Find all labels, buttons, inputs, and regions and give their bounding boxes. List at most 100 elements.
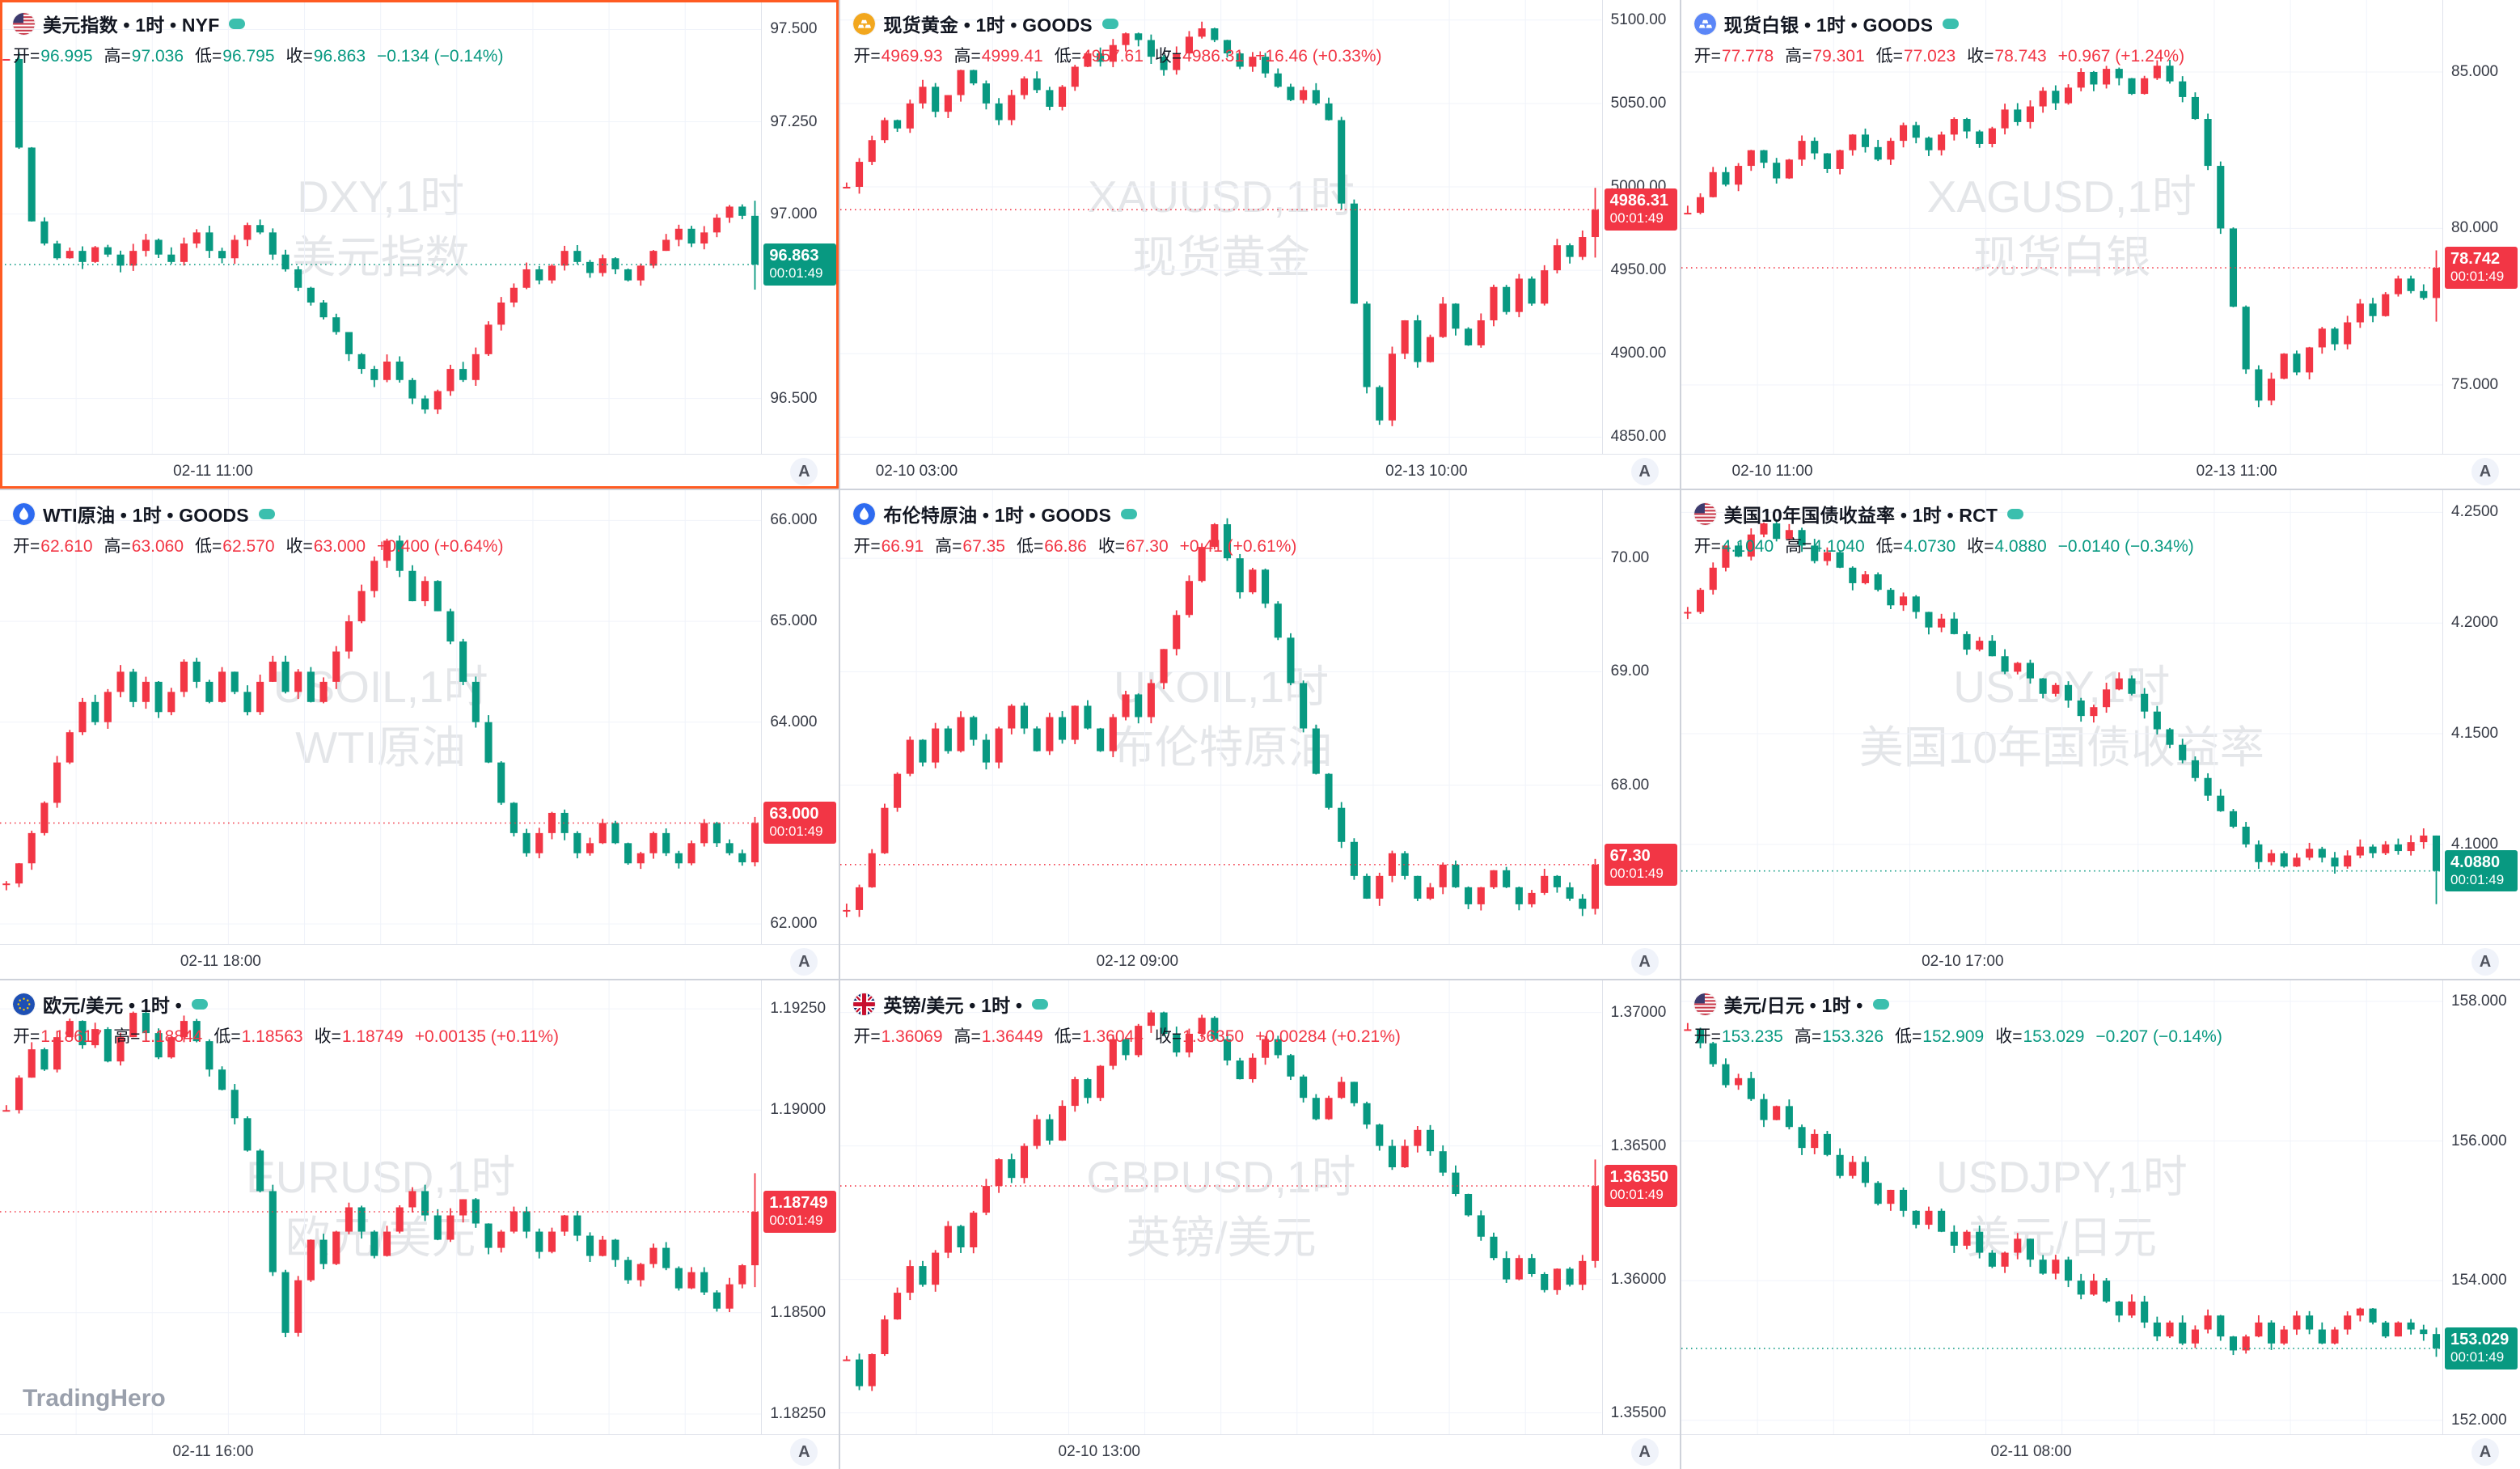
ohlc-legend: 开=96.995 高=97.036 低=96.795 收=96.863 −0.134 (… bbox=[13, 43, 503, 67]
chart-plot[interactable]: DXY,1时 美元指数 美元指数 • 1时 • NYF 开=96.995 高=97… bbox=[0, 0, 762, 454]
high-label: 高= bbox=[113, 1027, 141, 1046]
price-axis[interactable]: 67.30 00:01:49 70.00 69.00 68.00 bbox=[1601, 490, 1680, 944]
time-axis[interactable]: A 02-12 09:00 bbox=[840, 944, 1680, 979]
high-label: 高= bbox=[1794, 1027, 1822, 1046]
time-axis[interactable]: A 02-11 11:00 bbox=[0, 454, 839, 489]
close-value: 1.18749 bbox=[341, 1027, 404, 1046]
chart-plot[interactable]: USDJPY,1时 美元/日元 美元/日元 • 1时 • 开=153.235 高=… bbox=[1681, 980, 2442, 1434]
open-label: 开= bbox=[13, 537, 40, 556]
grid-lines bbox=[840, 490, 1602, 944]
candlestick-canvas[interactable] bbox=[0, 490, 762, 944]
grid-lines bbox=[0, 980, 762, 1434]
time-axis[interactable]: A 02-11 08:00 bbox=[1681, 1434, 2520, 1469]
ohlc-legend: 开=4.1040 高=4.1040 低=4.0730 收=4.0880 −0.0140 … bbox=[1694, 533, 2194, 557]
market-status-dot bbox=[258, 508, 275, 519]
price-tick: 1.37000 bbox=[1610, 1003, 1667, 1021]
time-axis[interactable]: A 02-11 16:00 bbox=[0, 1434, 839, 1469]
countdown-timer: 00:01:49 bbox=[1609, 210, 1664, 226]
auto-scale-button[interactable]: A bbox=[2471, 1438, 2499, 1466]
close-value: 63.000 bbox=[313, 537, 366, 556]
auto-scale-button[interactable]: A bbox=[790, 1438, 818, 1466]
symbol-title[interactable]: 现货黄金 • 1时 • GOODS bbox=[883, 15, 1093, 36]
chart-panel-1[interactable]: DXY,1时 美元指数 美元指数 • 1时 • NYF 开=96.995 高=97… bbox=[0, 0, 839, 489]
market-status-dot bbox=[191, 998, 208, 1010]
symbol-title[interactable]: 美国10年国债收益率 • 1时 • RCT bbox=[1723, 505, 1998, 526]
candlestick-canvas[interactable] bbox=[0, 980, 762, 1434]
chart-row: EURUSD,1时 欧元/美元 欧元/美元 • 1时 • 开=1.18617高=… bbox=[0, 980, 839, 1434]
auto-scale-button[interactable]: A bbox=[2471, 948, 2499, 976]
price-tick: 1.18250 bbox=[770, 1404, 827, 1422]
candlestick-canvas[interactable] bbox=[840, 490, 1602, 944]
legend-title-row[interactable]: 现货黄金 • 1时 • GOODS bbox=[853, 10, 1381, 37]
auto-scale-button[interactable]: A bbox=[790, 948, 818, 976]
price-axis[interactable]: 63.000 00:01:49 66.000 65.000 64.000 62.000 bbox=[761, 490, 839, 944]
price-tick: 97.250 bbox=[770, 112, 818, 130]
legend-title-row[interactable]: 欧元/美元 • 1时 • bbox=[13, 990, 559, 1018]
chart-panel-3[interactable]: XAGUSD,1时 现货白银 现货白银 • 1时 • GOODS 开=77.77… bbox=[1681, 0, 2520, 489]
legend-title-row[interactable]: 英镑/美元 • 1时 • bbox=[853, 990, 1401, 1018]
low-value: 62.570 bbox=[222, 537, 275, 556]
chart-plot[interactable]: UKOIL,1时 布伦特原油 布伦特原油 • 1时 • GOODS 开=66.9… bbox=[840, 490, 1602, 944]
high-value: 1.18844 bbox=[141, 1027, 203, 1046]
chart-panel-9[interactable]: USDJPY,1时 美元/日元 美元/日元 • 1时 • 开=153.235 高=… bbox=[1681, 980, 2520, 1469]
legend-title-row[interactable]: WTI原油 • 1时 • GOODS bbox=[13, 500, 503, 527]
symbol-title[interactable]: WTI原油 • 1时 • GOODS bbox=[43, 505, 249, 526]
chart-plot[interactable]: USOIL,1时 WTI原油 WTI原油 • 1时 • GOODS 开=62.6… bbox=[0, 490, 762, 944]
candlestick-canvas[interactable] bbox=[1681, 980, 2442, 1434]
candlestick-canvas[interactable] bbox=[1681, 490, 2442, 944]
chart-panel-2[interactable]: XAUUSD,1时 现货黄金 现货黄金 • 1时 • GOODS 开=4969.… bbox=[840, 0, 1680, 489]
price-axis[interactable]: 1.18749 00:01:49 1.19250 1.19000 1.18500 1.… bbox=[761, 980, 839, 1434]
open-label: 开= bbox=[13, 1027, 40, 1046]
symbol-title[interactable]: 美元/日元 • 1时 • bbox=[1723, 995, 1863, 1016]
auto-scale-button[interactable]: A bbox=[1630, 458, 1659, 485]
high-value: 63.060 bbox=[131, 537, 184, 556]
price-tick: 66.000 bbox=[770, 511, 818, 529]
auto-scale-button[interactable]: A bbox=[1630, 948, 1659, 976]
candlestick-canvas[interactable] bbox=[0, 0, 762, 454]
chart-panel-4[interactable]: USOIL,1时 WTI原油 WTI原油 • 1时 • GOODS 开=62.6… bbox=[0, 490, 839, 979]
symbol-title[interactable]: 英镑/美元 • 1时 • bbox=[883, 995, 1023, 1016]
chart-plot[interactable]: XAGUSD,1时 现货白银 现货白银 • 1时 • GOODS 开=77.77… bbox=[1681, 0, 2442, 454]
price-axis[interactable]: 153.029 00:01:49 158.000 156.000 154.000 15… bbox=[2442, 980, 2520, 1434]
legend-title-row[interactable]: 美元指数 • 1时 • NYF bbox=[13, 10, 503, 37]
symbol-title[interactable]: 美元指数 • 1时 • NYF bbox=[43, 15, 220, 36]
market-status-dot bbox=[1943, 18, 1960, 29]
chart-plot[interactable]: XAUUSD,1时 现货黄金 现货黄金 • 1时 • GOODS 开=4969.… bbox=[840, 0, 1602, 454]
chart-plot[interactable]: US10Y,1时 美国10年国债收益率 美国10年国债收益率 • 1时 • RC… bbox=[1681, 490, 2442, 944]
chart-panel-8[interactable]: GBPUSD,1时 英镑/美元 英镑/美元 • 1时 • 开=1.36069 高=… bbox=[840, 980, 1680, 1469]
candlestick-canvas[interactable] bbox=[840, 0, 1602, 454]
auto-scale-button[interactable]: A bbox=[1630, 1438, 1659, 1466]
countdown-timer: 00:01:49 bbox=[2450, 871, 2505, 887]
candlestick-canvas[interactable] bbox=[1681, 0, 2442, 454]
legend-title-row[interactable]: 现货白银 • 1时 • GOODS bbox=[1693, 10, 2184, 37]
price-axis[interactable]: 1.36350 00:01:49 1.37000 1.36500 1.36000 1.… bbox=[1601, 980, 1680, 1434]
chart-panel-6[interactable]: US10Y,1时 美国10年国债收益率 美国10年国债收益率 • 1时 • RC… bbox=[1681, 490, 2520, 979]
time-axis[interactable]: A 02-10 11:00 02-13 11:00 bbox=[1681, 454, 2520, 489]
time-axis[interactable]: A 02-11 18:00 bbox=[0, 944, 839, 979]
candlestick-canvas[interactable] bbox=[840, 980, 1602, 1434]
legend-title-row[interactable]: 美国10年国债收益率 • 1时 • RCT bbox=[1693, 500, 2194, 527]
symbol-title[interactable]: 现货白银 • 1时 • GOODS bbox=[1723, 15, 1934, 36]
time-axis[interactable]: A 02-10 17:00 bbox=[1681, 944, 2520, 979]
chart-panel-5[interactable]: UKOIL,1时 布伦特原油 布伦特原油 • 1时 • GOODS 开=66.9… bbox=[840, 490, 1680, 979]
price-axis[interactable]: 78.742 00:01:49 85.000 80.000 75.000 bbox=[2442, 0, 2520, 454]
chart-plot[interactable]: EURUSD,1时 欧元/美元 欧元/美元 • 1时 • 开=1.18617高=… bbox=[0, 980, 762, 1434]
chart-row: USDJPY,1时 美元/日元 美元/日元 • 1时 • 开=153.235 高=… bbox=[1681, 980, 2520, 1434]
symbol-title[interactable]: 欧元/美元 • 1时 • bbox=[43, 995, 182, 1016]
chart-plot[interactable]: GBPUSD,1时 英镑/美元 英镑/美元 • 1时 • 开=1.36069 高=… bbox=[840, 980, 1602, 1434]
candles bbox=[1683, 60, 2440, 408]
time-tick: 02-13 11:00 bbox=[2196, 463, 2277, 480]
price-tick: 4950.00 bbox=[1610, 261, 1667, 279]
time-axis[interactable]: A 02-10 13:00 bbox=[840, 1434, 1680, 1469]
legend-title-row[interactable]: 美元/日元 • 1时 • bbox=[1693, 990, 2222, 1018]
price-axis[interactable]: 96.863 00:01:49 97.500 97.250 97.000 96.500 bbox=[761, 0, 839, 454]
time-axis[interactable]: A 02-10 03:00 02-13 10:00 bbox=[840, 454, 1680, 489]
auto-scale-button[interactable]: A bbox=[2471, 458, 2499, 485]
auto-scale-button[interactable]: A bbox=[790, 458, 818, 485]
chart-panel-7[interactable]: EURUSD,1时 欧元/美元 欧元/美元 • 1时 • 开=1.18617高=… bbox=[0, 980, 839, 1469]
price-axis[interactable]: 4986.31 00:01:49 5100.00 5050.00 5000.00 49… bbox=[1601, 0, 1680, 454]
symbol-title[interactable]: 布伦特原油 • 1时 • GOODS bbox=[883, 505, 1112, 526]
price-axis[interactable]: 4.0880 00:01:49 4.2500 4.2000 4.1500 4.1000 bbox=[2442, 490, 2520, 944]
open-label: 开= bbox=[853, 47, 881, 66]
legend-title-row[interactable]: 布伦特原油 • 1时 • GOODS bbox=[853, 500, 1296, 527]
